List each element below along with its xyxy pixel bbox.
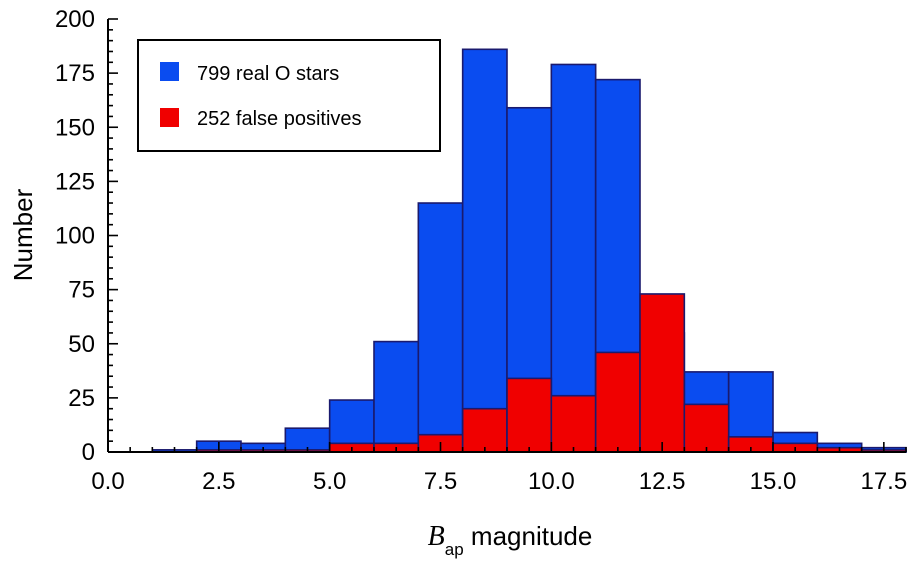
y-tick-label: 100 (55, 223, 95, 250)
bar-real-o-stars-7 (461, 48, 508, 453)
bar-false-positives-12 (683, 403, 730, 453)
y-tick-label: 125 (55, 168, 95, 195)
y-tick-label: 175 (55, 60, 95, 87)
y-tick-label: 75 (68, 277, 95, 304)
y-tick-label: 200 (55, 6, 95, 33)
x-axis-subscript: ap (445, 540, 464, 559)
x-axis-ticks: 0.0 2.5 5.0 7.5 10.0 12.5 15.0 17.5 (91, 442, 907, 495)
x-tick-label: 7.5 (424, 468, 457, 495)
x-tick-label: 15.0 (750, 468, 797, 495)
y-tick-label: 50 (68, 331, 95, 358)
x-axis-title: Bap magnitude (428, 521, 593, 559)
x-tick-label: 0.0 (91, 468, 124, 495)
legend-swatch-false-positives (160, 108, 179, 127)
x-axis-symbol: B (428, 521, 445, 552)
x-tick-label: 17.5 (860, 468, 907, 495)
y-tick-label: 150 (55, 114, 95, 141)
y-tick-label: 25 (68, 385, 95, 412)
legend-label-false-positives: 252 false positives (197, 108, 362, 130)
legend-swatch-real-o-stars (160, 62, 179, 81)
x-axis-spacer (464, 521, 471, 551)
legend: 799 real O stars 252 false positives (137, 39, 441, 152)
bar-false-positives-9 (550, 394, 597, 453)
x-tick-label: 2.5 (202, 468, 235, 495)
y-axis-title: Number (8, 188, 38, 281)
x-tick-label: 10.0 (528, 468, 575, 495)
y-tick-label: 0 (82, 439, 95, 466)
bar-false-positives-7 (461, 407, 508, 453)
legend-label-real-o-stars: 799 real O stars (197, 63, 339, 85)
bar-false-positives-10 (594, 351, 641, 453)
bar-false-positives-11 (639, 293, 686, 453)
bar-real-o-stars-6 (417, 202, 464, 453)
y-axis-ticks: 0 25 50 75 100 125 150 175 200 (55, 6, 118, 466)
bar-real-o-stars-5 (373, 340, 420, 453)
bar-real-o-stars-9 (550, 63, 597, 453)
bar-false-positives-8 (506, 377, 553, 453)
x-tick-label: 5.0 (313, 468, 346, 495)
x-axis-word: magnitude (471, 521, 592, 551)
x-tick-label: 12.5 (639, 468, 686, 495)
legend-box (137, 39, 441, 152)
